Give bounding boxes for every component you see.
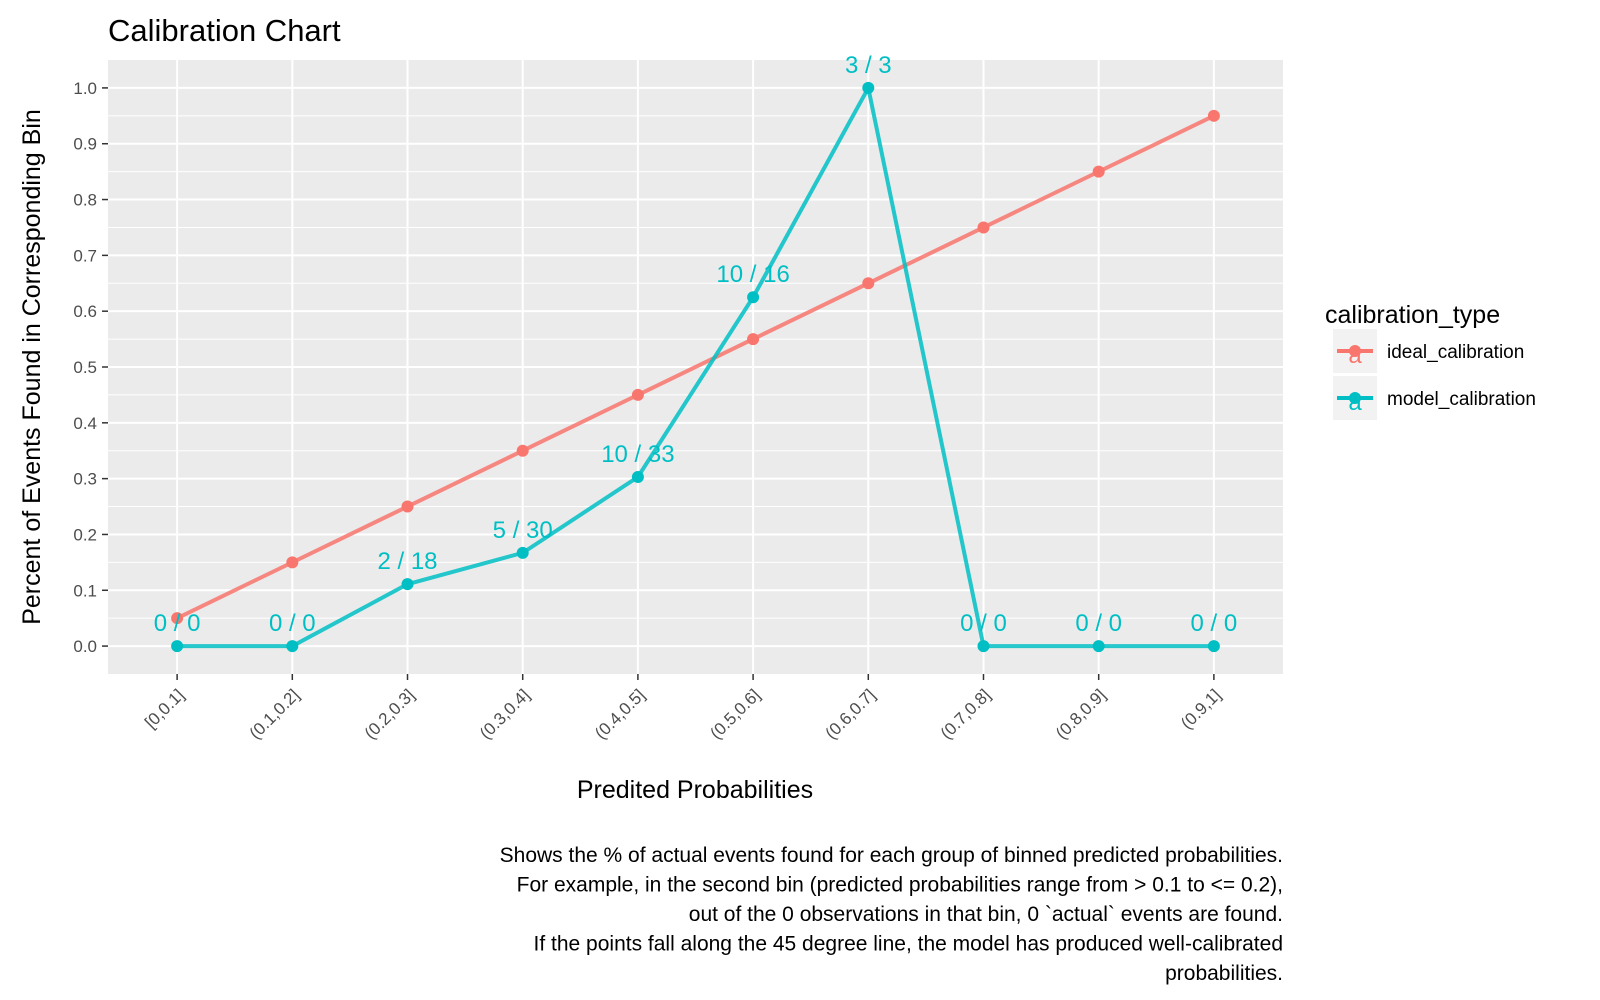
data-labels: 0 / 0 0 / 0 2 / 18 5 / 30 10 / 33 10 / 16 3 / …	[154, 52, 1237, 637]
x-tick-label: (0.7,0.8]	[937, 685, 995, 743]
legend-key-point	[1349, 345, 1361, 357]
data-label: 0 / 0	[960, 610, 1007, 637]
data-label: 10 / 33	[601, 441, 674, 468]
x-tick-label: [0,0.1]	[141, 685, 188, 732]
data-label: 10 / 16	[716, 261, 789, 288]
data-point-model_calibration	[747, 291, 760, 304]
x-tick-label: (0.6,0.7]	[822, 685, 880, 743]
data-point-ideal_calibration	[171, 612, 184, 625]
legend-label: model_calibration	[1387, 389, 1536, 410]
x-tick-label: (0.5,0.6]	[706, 685, 764, 743]
x-axis: [0,0.1] (0.1,0.2] (0.2,0.3] (0.3,0.4] (0.4,0…	[141, 674, 1225, 743]
y-axis-title: Percent of Events Found in Corresponding…	[18, 109, 46, 625]
data-label: 0 / 0	[1075, 610, 1122, 637]
caption-line: For example, in the second bin (predicte…	[517, 874, 1283, 897]
data-label: 0 / 0	[1191, 610, 1238, 637]
data-point-model_calibration	[631, 470, 644, 483]
chart-title: Calibration Chart	[108, 13, 341, 48]
data-point-model_calibration	[1092, 640, 1105, 653]
data-point-ideal_calibration	[401, 500, 414, 513]
y-tick-label: 0.5	[73, 358, 97, 377]
data-point-model_calibration	[171, 640, 184, 653]
caption: Shows the % of actual events found for e…	[500, 844, 1283, 985]
series-line-model_calibration	[177, 85, 1214, 649]
x-axis-title: Predited Probabilities	[577, 776, 813, 804]
data-point-model_calibration	[862, 81, 875, 94]
data-label: 0 / 0	[154, 610, 201, 637]
data-point-ideal_calibration	[862, 277, 875, 290]
y-tick-label: 0.0	[73, 637, 97, 656]
caption-line: Shows the % of actual events found for e…	[500, 844, 1283, 867]
data-point-model_calibration	[977, 640, 990, 653]
x-tick-label: (0.1,0.2]	[246, 685, 304, 743]
caption-line: out of the 0 observations in that bin, 0…	[689, 903, 1283, 926]
data-point-ideal_calibration	[747, 333, 760, 346]
legend-key-glyph: a	[1348, 342, 1362, 369]
legend-label: ideal_calibration	[1387, 342, 1524, 363]
y-tick-label: 0.8	[73, 191, 97, 210]
x-tick-label: (0.8,0.9]	[1052, 685, 1110, 743]
data-point-model_calibration	[286, 640, 299, 653]
data-point-model_calibration	[516, 546, 529, 559]
y-tick-label: 0.6	[73, 302, 97, 321]
y-tick-label: 0.4	[73, 414, 97, 433]
data-point-ideal_calibration	[286, 556, 299, 569]
data-label: 0 / 0	[269, 610, 316, 637]
caption-line: probabilities.	[1165, 962, 1283, 985]
data-label: 5 / 30	[493, 517, 553, 544]
legend-key-point	[1349, 392, 1361, 404]
data-point-model_calibration	[1207, 640, 1220, 653]
x-tick-label: (0.2,0.3]	[361, 685, 419, 743]
minor-gridlines	[108, 115, 1283, 619]
data-point-ideal_calibration	[516, 444, 529, 457]
data-label: 2 / 18	[377, 548, 437, 575]
series-layer	[171, 81, 1220, 653]
legend-title: calibration_type	[1325, 301, 1500, 329]
x-tick-label: (0.4,0.5]	[591, 685, 649, 743]
caption-line: If the points fall along the 45 degree l…	[534, 933, 1283, 956]
y-tick-label: 0.1	[73, 581, 97, 600]
data-label: 3 / 3	[845, 52, 892, 79]
x-tick-label: (0.9,1]	[1177, 685, 1225, 733]
data-point-ideal_calibration	[1092, 165, 1105, 178]
series-line-ideal_calibration	[176, 114, 1215, 620]
data-point-ideal_calibration	[631, 388, 644, 401]
y-tick-label: 0.7	[73, 246, 97, 265]
y-tick-label: 1.0	[73, 79, 97, 98]
x-tick-label: (0.3,0.4]	[476, 685, 534, 743]
data-point-ideal_calibration	[977, 221, 990, 234]
data-point-model_calibration	[401, 578, 414, 591]
y-tick-label: 0.9	[73, 135, 97, 154]
legend-key-glyph: a	[1348, 389, 1362, 416]
y-tick-label: 0.3	[73, 470, 97, 489]
y-axis: 0.0 0.1 0.2 0.3 0.4 0.5 0.6 0.7 0.8 0.9 1.0	[73, 79, 108, 656]
data-point-ideal_calibration	[1207, 109, 1220, 122]
y-tick-label: 0.2	[73, 525, 97, 544]
